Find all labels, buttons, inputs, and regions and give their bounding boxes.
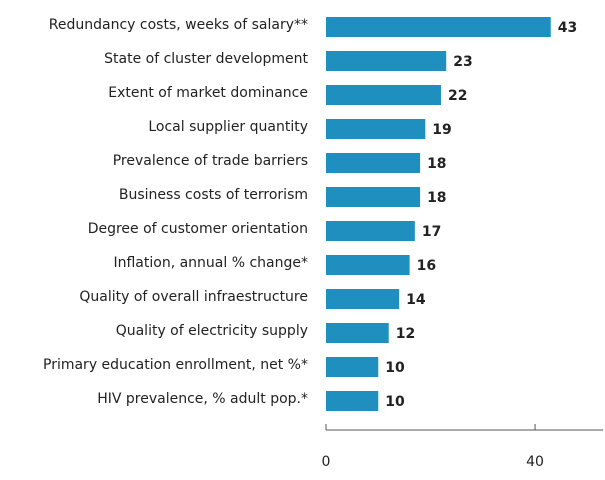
category-label: Quality of overall infraestructure <box>79 289 308 305</box>
x-tick-label: 40 <box>526 454 544 470</box>
bar <box>326 85 441 105</box>
category-label: Local supplier quantity <box>148 119 308 135</box>
category-label: Redundancy costs, weeks of salary** <box>49 17 308 33</box>
bar <box>326 153 421 173</box>
bar <box>326 187 421 207</box>
value-label: 18 <box>427 156 446 172</box>
bar <box>326 357 379 377</box>
x-tick-label: 0 <box>322 454 331 470</box>
value-label: 10 <box>385 360 405 376</box>
category-label: HIV prevalence, % adult pop.* <box>97 391 308 407</box>
value-label: 12 <box>396 326 415 342</box>
category-label: Prevalence of trade barriers <box>113 153 308 169</box>
bar <box>326 391 379 411</box>
bar <box>326 323 389 343</box>
value-label: 18 <box>427 190 446 206</box>
bar <box>326 17 551 37</box>
category-label: Business costs of terrorism <box>119 187 308 203</box>
category-label: Degree of customer orientation <box>88 221 308 237</box>
value-label: 14 <box>406 292 426 308</box>
bar <box>326 255 410 275</box>
value-label: 22 <box>448 88 467 104</box>
category-label: Inflation, annual % change* <box>113 255 308 271</box>
value-label: 43 <box>558 20 577 36</box>
value-label: 16 <box>417 258 436 274</box>
bar <box>326 119 426 139</box>
value-label: 23 <box>453 54 472 70</box>
category-label: Primary education enrollment, net %* <box>43 357 308 373</box>
value-label: 17 <box>422 224 441 240</box>
category-label: Extent of market dominance <box>108 85 308 101</box>
bar <box>326 51 447 71</box>
value-label: 19 <box>432 122 451 138</box>
category-label: State of cluster development <box>104 51 308 67</box>
bar <box>326 221 415 241</box>
value-label: 10 <box>385 394 405 410</box>
bar <box>326 289 400 309</box>
category-label: Quality of electricity supply <box>116 323 308 339</box>
